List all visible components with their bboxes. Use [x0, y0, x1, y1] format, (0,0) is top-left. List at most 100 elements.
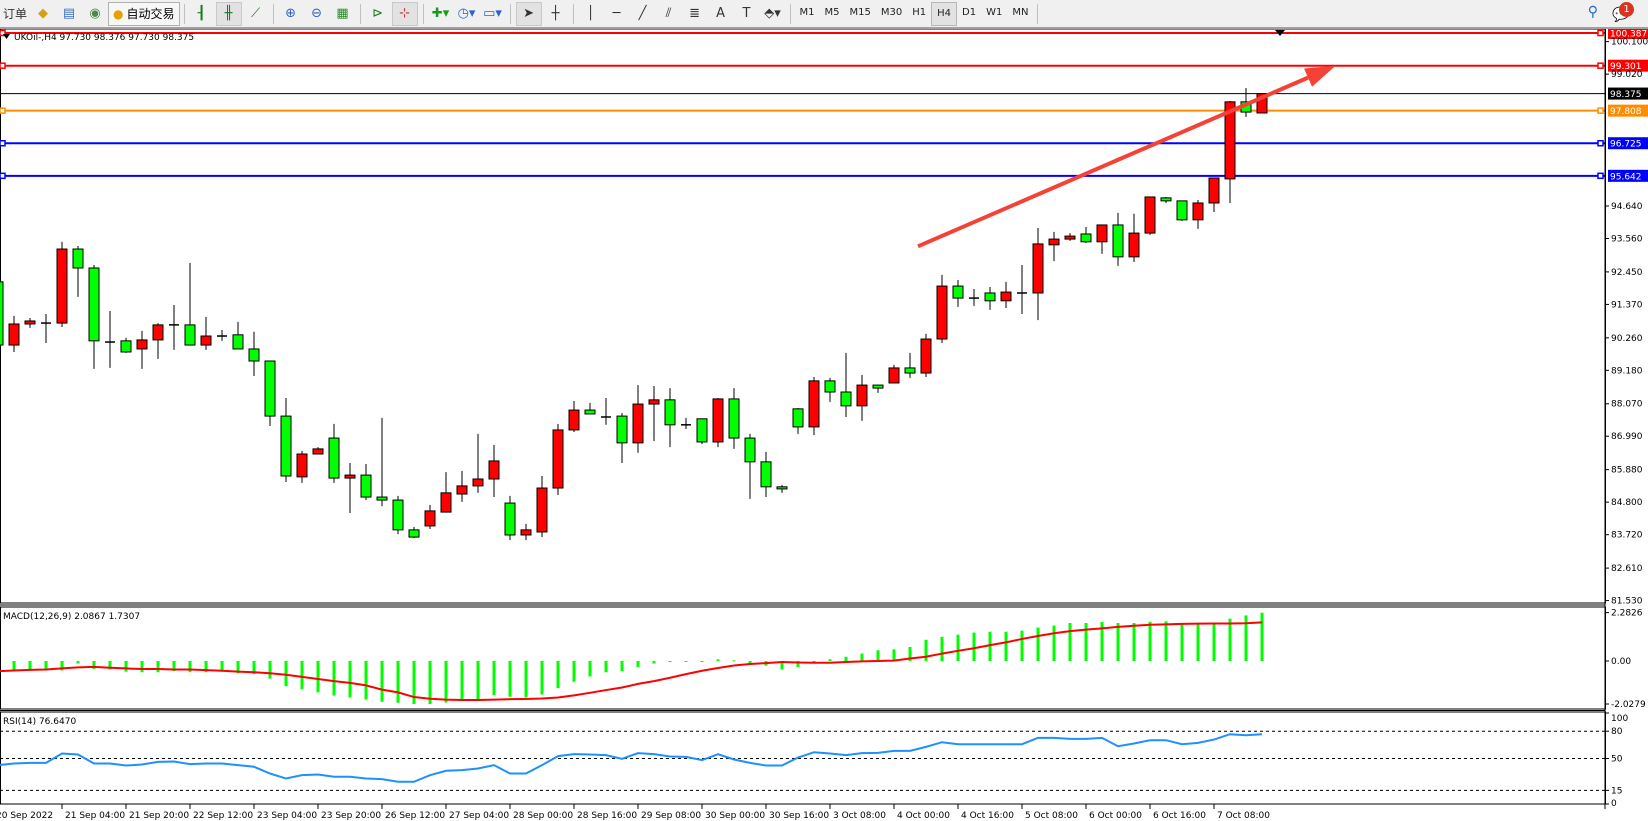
candle: [217, 329, 227, 341]
triangle-down-icon[interactable]: [3, 34, 10, 39]
price-tick-label: 93.560: [1611, 234, 1643, 244]
candle: [152, 323, 164, 359]
macd-bar: [44, 661, 48, 671]
fibonacci-icon[interactable]: ≣: [689, 6, 700, 21]
indicators-icon[interactable]: ✚▾: [431, 6, 450, 21]
line-handle[interactable]: [1597, 29, 1604, 37]
horizontal-lines[interactable]: 100.387 99.301 98.375 97.808 96.725 95.642: [0, 27, 1648, 182]
macd-bar: [156, 661, 160, 673]
line-handle[interactable]: [0, 29, 6, 37]
candle-body-up: [1048, 238, 1060, 246]
candle-body-down: [408, 529, 420, 538]
timeframe-h1[interactable]: H1: [912, 7, 927, 18]
zoom-in-icon[interactable]: ⊕: [285, 6, 296, 21]
timeframe-mn[interactable]: MN: [1012, 7, 1029, 18]
candle: [712, 398, 724, 448]
arrows-icon[interactable]: ⬘▾: [764, 6, 781, 21]
candle: [200, 317, 212, 350]
search-icon[interactable]: ⚲: [1587, 4, 1598, 20]
auto-scroll-icon[interactable]: ⊹: [391, 1, 418, 26]
line-handle[interactable]: [1597, 107, 1604, 114]
candlestick-chart-icon[interactable]: ╫: [215, 1, 242, 26]
macd-bar: [1196, 623, 1200, 662]
timeframe-d1[interactable]: D1: [962, 7, 977, 18]
price-line-badge-label: 97.808: [1610, 107, 1642, 117]
macd-panel: 2.2826 0.00 -2.0279: [0, 609, 1646, 710]
candle: [248, 331, 260, 377]
candle-body-up: [1256, 93, 1268, 114]
macd-bar: [108, 661, 112, 670]
candle-body-down: [72, 248, 84, 269]
signals-icon[interactable]: ◉: [89, 6, 101, 21]
macd-bar: [300, 661, 304, 690]
candle: [920, 333, 932, 377]
price-tick-label: 88.070: [1611, 400, 1643, 410]
zoom-out-icon[interactable]: ⊖: [311, 6, 322, 21]
timeframe-m5[interactable]: M5: [824, 7, 840, 18]
candle: [840, 352, 852, 417]
timeframe-m15[interactable]: M15: [849, 7, 871, 18]
trendline-icon[interactable]: ╱: [638, 6, 647, 21]
equidistant-channel-icon[interactable]: ⫽: [665, 6, 672, 21]
horizontal-line-icon[interactable]: ─: [612, 6, 621, 21]
line-handle[interactable]: [0, 107, 6, 114]
bar-chart-icon[interactable]: ┨: [197, 6, 206, 21]
text-label-icon[interactable]: T: [742, 6, 751, 21]
cursor-icon[interactable]: ➤: [515, 1, 542, 26]
line-handle[interactable]: [1597, 172, 1604, 180]
candle-body-up: [488, 460, 500, 480]
navigator-icon[interactable]: ▤: [62, 6, 76, 21]
line-handle[interactable]: [0, 139, 6, 147]
timeframe-h4[interactable]: H4: [931, 1, 958, 26]
line-handle[interactable]: [0, 62, 6, 69]
notifications-button[interactable]: 💬 1: [1612, 2, 1634, 24]
arrow-shaft[interactable]: [917, 75, 1309, 249]
macd-bar: [412, 661, 416, 705]
line-chart-icon[interactable]: ⟋: [250, 6, 261, 21]
timeframe-w1[interactable]: W1: [986, 7, 1003, 18]
auto-trade-button[interactable]: ● 自动交易: [108, 1, 180, 26]
time-tick-label: 7 Oct 08:00: [1217, 811, 1270, 821]
candle-body-down: [376, 496, 388, 501]
chart-shift-icon[interactable]: ⊳: [372, 6, 383, 21]
macd-bar: [1212, 623, 1216, 662]
macd-tick-label: 0.00: [1611, 657, 1631, 667]
candle: [969, 289, 979, 306]
templates-icon[interactable]: ▭▾: [483, 6, 502, 21]
price-tick-label: 92.450: [1611, 268, 1643, 278]
timeframe-m1[interactable]: M1: [799, 7, 815, 18]
periods-icon[interactable]: ◷▾: [457, 6, 476, 21]
line-handle[interactable]: [0, 172, 6, 180]
order-button[interactable]: 订单: [3, 7, 28, 21]
candle-body-down: [184, 324, 196, 346]
timeframe-bar: M1 M5 M15 M30 H1 H4 D1 W1 MN: [795, 1, 1034, 26]
line-handle[interactable]: [1597, 139, 1604, 147]
macd-bar: [700, 661, 704, 663]
separator: [183, 3, 185, 24]
candle: [601, 398, 611, 425]
macd-bar: [668, 661, 672, 663]
timeframe-m30[interactable]: M30: [880, 7, 903, 18]
candle-body-up: [856, 384, 868, 407]
candle: [24, 317, 36, 328]
macd-bar: [1228, 618, 1232, 662]
macd-bar: [492, 661, 496, 696]
line-handle[interactable]: [1597, 62, 1604, 69]
arrow-head[interactable]: [1304, 65, 1336, 87]
candle: [440, 472, 452, 513]
macd-bar: [12, 661, 16, 671]
candle: [984, 286, 996, 310]
market-watch-icon[interactable]: ◆: [38, 6, 49, 21]
crosshair-icon[interactable]: ┼: [551, 6, 560, 21]
tile-windows-icon[interactable]: ▦: [336, 6, 349, 21]
trend-arrow[interactable]: [917, 65, 1336, 249]
candle: [456, 470, 468, 502]
macd-bar: [812, 661, 816, 663]
vertical-line-icon[interactable]: │: [586, 6, 595, 21]
text-icon[interactable]: A: [716, 6, 725, 21]
candle: [424, 504, 436, 529]
macd-bar: [380, 661, 384, 702]
chart-shift-marker[interactable]: [1275, 30, 1285, 36]
macd-bar: [1132, 623, 1136, 662]
